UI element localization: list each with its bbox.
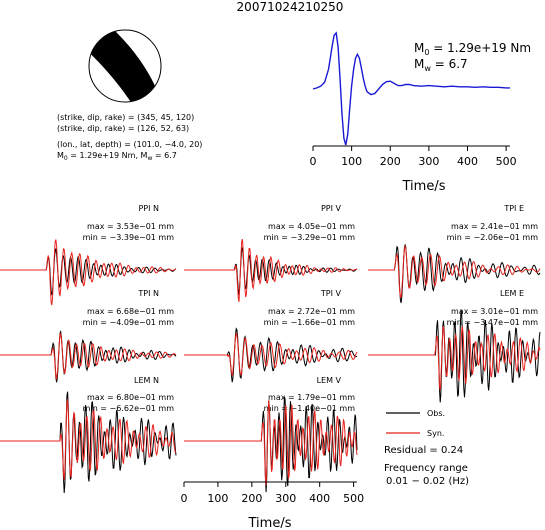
stf-m0-subscript: 0	[424, 48, 429, 57]
station-label: TPI V	[320, 289, 342, 298]
nodal-plane-2: (strike, dip, rake) = (126, 52, 63)	[57, 124, 189, 133]
waveform-panel: TPI N max = 6.68e−01 mm min = −4.09e−01 …	[0, 289, 177, 383]
stf-tick-label: 0	[310, 155, 317, 168]
waveform-tick-label: 400	[309, 492, 330, 505]
waveform-panel: LEM E max = 3.01e−01 mm min = −3.47e−01 …	[368, 289, 541, 403]
stf-mw-subscript: w	[424, 64, 431, 73]
legend: Obs. Syn. Residual = 0.24 Frequency rang…	[384, 409, 469, 487]
station-label: TPI N	[137, 289, 159, 298]
synthetic-trace	[0, 239, 177, 306]
station-label: LEM N	[134, 376, 159, 385]
min-amplitude: min = −3.47e−01 mm	[447, 318, 539, 327]
synthetic-trace	[0, 332, 177, 381]
legend-obs-label: Obs.	[427, 409, 445, 418]
stf-x-axis-label: Time/s	[402, 179, 446, 194]
synthetic-trace	[184, 400, 358, 486]
station-label: LEM V	[317, 376, 342, 385]
min-amplitude: min = −1.66e−01 mm	[264, 318, 356, 327]
source-parameters: (strike, dip, rake) = (345, 45, 120) (st…	[57, 113, 202, 162]
waveform-panel: TPI V max = 2.72e−01 mm min = −1.66e−01 …	[184, 289, 358, 383]
stf-curve	[312, 31, 510, 146]
synthetic-trace	[184, 332, 358, 377]
station-label: TPI E	[503, 204, 524, 213]
min-amplitude: min = −3.39e−01 mm	[83, 233, 175, 242]
waveform-tick-label: 500	[343, 492, 364, 505]
m0-value: = 1.29e+19 Nm, M	[68, 151, 148, 160]
beachball-compressional-quadrant	[89, 30, 160, 102]
max-amplitude: max = 3.53e−01 mm	[87, 222, 174, 231]
mw-value: = 6.7	[152, 151, 177, 160]
waveform-panel: PPI N max = 3.53e−01 mm min = −3.39e−01 …	[0, 204, 177, 306]
waveform-x-axis-label: Time/s	[248, 516, 292, 530]
max-amplitude: max = 6.68e−01 mm	[87, 307, 174, 316]
stf-m0-symbol: M	[414, 41, 424, 55]
moment-magnitude-line: M0 = 1.29e+19 Nm, Mw = 6.7	[57, 151, 177, 162]
frequency-range-value: 0.01 − 0.02 (Hz)	[386, 476, 469, 487]
stf-tick-label: 200	[380, 155, 401, 168]
min-amplitude: min = −4.09e−01 mm	[83, 318, 175, 327]
waveform-panels: PPI N max = 3.53e−01 mm min = −3.39e−01 …	[0, 204, 541, 494]
min-amplitude: min = −2.06e−01 mm	[447, 233, 539, 242]
station-label: PPI N	[138, 204, 159, 213]
stf-tick-label: 400	[457, 155, 478, 168]
waveform-tick-label: 300	[275, 492, 296, 505]
observed-trace	[0, 329, 177, 383]
waveform-panel: LEM V max = 1.79e−01 mm min = −1.40e−01 …	[184, 376, 358, 493]
max-amplitude: max = 6.80e−01 mm	[87, 393, 174, 402]
residual-value: Residual = 0.24	[384, 445, 463, 456]
max-amplitude: max = 3.01e−01 mm	[451, 307, 538, 316]
stf-tick-label: 300	[418, 155, 439, 168]
synthetic-trace	[0, 398, 177, 481]
event-id-title: 20071024210250	[237, 0, 344, 14]
max-amplitude: max = 2.72e−01 mm	[268, 307, 355, 316]
max-amplitude: max = 4.05e−01 mm	[268, 222, 355, 231]
waveform-panel: PPI V max = 4.05e−01 mm min = −3.29e−01 …	[184, 204, 358, 302]
stf-mw-value: = 6.7	[431, 57, 468, 71]
focal-mechanism-beachball	[88, 29, 162, 103]
waveform-time-axis: 0 100 200 300 400 500 Time/s	[181, 481, 364, 530]
stf-mw-symbol: M	[414, 57, 424, 71]
min-amplitude: min = −3.29e−01 mm	[264, 233, 356, 242]
m0-subscript: 0	[64, 155, 68, 162]
observed-trace	[368, 244, 541, 304]
max-amplitude: max = 1.79e−01 mm	[268, 393, 355, 402]
stf-m0-label: M0 = 1.29e+19 Nm	[414, 41, 531, 57]
synthetic-trace	[368, 325, 541, 391]
m0-symbol: M	[57, 151, 64, 160]
waveform-panel: LEM N max = 6.80e−01 mm min = −6.62e−01 …	[0, 376, 177, 494]
waveform-ticks: 0 100 200 300 400 500	[181, 482, 364, 505]
nodal-plane-1: (strike, dip, rake) = (345, 45, 120)	[57, 113, 194, 122]
station-label: PPI V	[321, 204, 342, 213]
stf-ticks: 0 100 200 300 400 500	[310, 146, 517, 168]
mw-subscript: w	[147, 155, 152, 162]
synthetic-trace	[184, 238, 358, 302]
stf-tick-label: 100	[341, 155, 362, 168]
stf-mw-label: Mw = 6.7	[414, 57, 468, 73]
legend-syn-label: Syn.	[427, 429, 444, 438]
station-label: LEM E	[500, 289, 524, 298]
waveform-tick-label: 100	[207, 492, 228, 505]
hypocenter-location: (lon., lat, depth) = (101.0, −4.0, 20)	[57, 140, 202, 149]
source-time-function-plot: 0 100 200 300 400 500 Time/s M0 = 1.29e+19 Nm…	[310, 31, 531, 194]
waveform-panel: TPI E max = 2.41e−01 mm min = −2.06e−01 …	[368, 204, 541, 304]
min-amplitude: min = −1.40e−01 mm	[264, 404, 356, 413]
min-amplitude: min = −6.62e−01 mm	[83, 404, 175, 413]
max-amplitude: max = 2.41e−01 mm	[451, 222, 538, 231]
waveform-tick-label: 0	[181, 492, 188, 505]
stf-tick-label: 500	[496, 155, 517, 168]
synthetic-trace	[368, 244, 541, 298]
frequency-range-label: Frequency range	[384, 463, 468, 474]
waveform-tick-label: 200	[241, 492, 262, 505]
stf-m0-value: = 1.29e+19 Nm	[429, 41, 531, 55]
